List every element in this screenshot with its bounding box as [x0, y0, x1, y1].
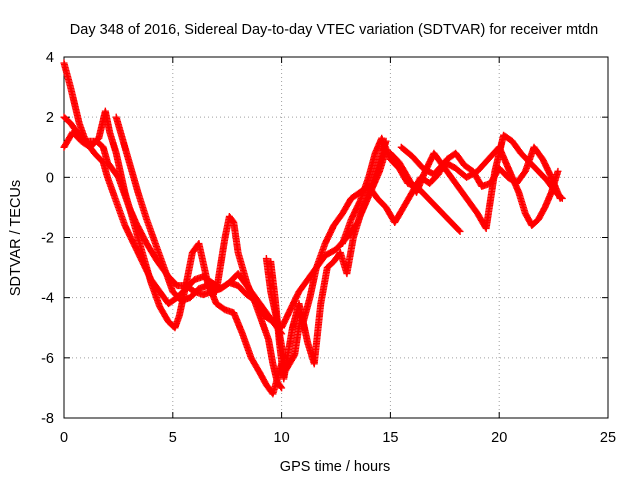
y-tick-label: 4 [46, 50, 54, 66]
data-point [455, 226, 463, 234]
y-tick-label: 0 [46, 170, 54, 186]
series-track-5 [262, 146, 390, 374]
data-point [277, 383, 285, 391]
x-tick-label: 5 [169, 430, 177, 446]
y-axis-label: SDTVAR / TECUs [8, 180, 24, 296]
y-tick-label: -8 [41, 411, 54, 427]
data-points [60, 59, 566, 398]
series-track-4 [112, 113, 286, 392]
y-tick-label: -6 [41, 351, 54, 367]
x-tick-label: 10 [274, 430, 290, 446]
chart-title: Day 348 of 2016, Sidereal Day-to-day VTE… [70, 22, 598, 38]
data-point [557, 193, 565, 201]
axis-ticks [63, 56, 609, 419]
series-track-6 [267, 143, 564, 383]
x-tick-label: 0 [60, 430, 68, 446]
data-point [558, 194, 566, 202]
y-tick-label: 2 [46, 110, 54, 126]
x-tick-label: 15 [382, 430, 398, 446]
grid [64, 57, 608, 418]
data-point [456, 227, 464, 235]
x-axis-label: GPS time / hours [280, 459, 390, 475]
tick-labels: 0 5 10 15 20 25 -8 -6 -4 -2 0 2 4 [41, 50, 616, 446]
data-point [554, 167, 562, 175]
series-track-9 [397, 143, 562, 229]
y-tick-label: -2 [41, 231, 54, 247]
series-track-8 [386, 131, 566, 232]
x-tick-label: 20 [491, 430, 507, 446]
y-tick-label: -4 [41, 291, 54, 307]
x-tick-label: 25 [600, 430, 616, 446]
data-point [278, 384, 286, 392]
